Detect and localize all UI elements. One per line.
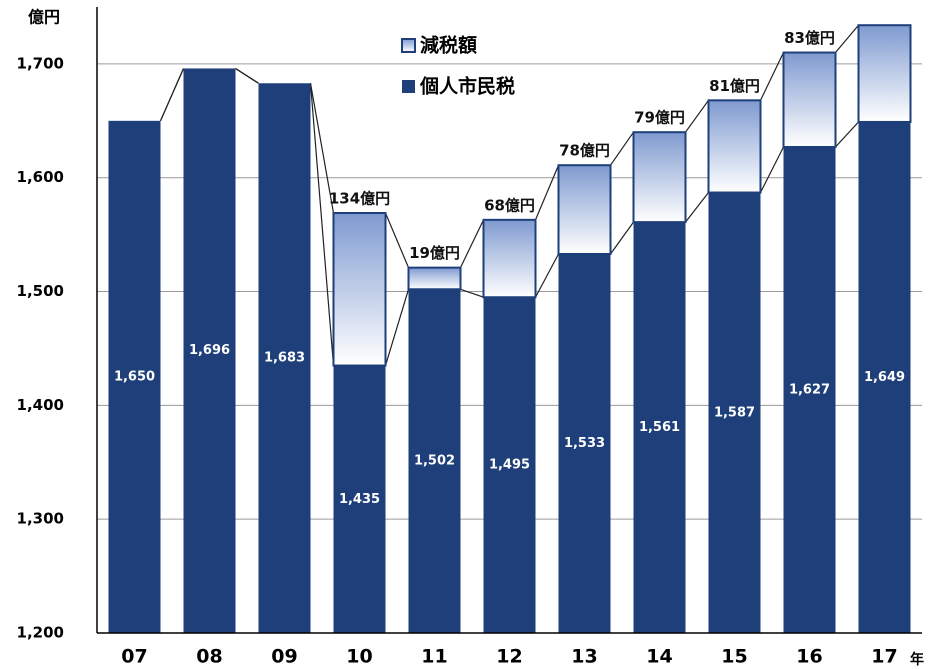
bar-segment [407,266,462,291]
connector [459,219,485,268]
bar [333,365,386,633]
bar [558,253,611,633]
data-label: 68億円 [484,196,535,214]
y-tick-label: 1,400 [17,396,64,414]
x-tick-label: 10 [346,646,372,668]
bar-segment [782,51,837,148]
legend-swatch [401,38,416,53]
data-label: 1,627 [789,382,830,397]
bar-segment [332,212,387,367]
y-tick-label: 1,600 [17,168,64,186]
data-label: 1,587 [714,405,755,420]
bar [183,68,236,634]
connector [235,67,259,84]
data-label: 1,561 [639,420,680,435]
bar [708,192,761,634]
connector [759,52,785,101]
bar [408,289,461,633]
data-label: 134億円 [329,190,390,208]
connector [159,68,185,122]
x-tick-label: 08 [196,646,222,668]
bar [858,121,911,633]
connector [835,121,859,148]
bar-segment [557,164,612,255]
x-tick-label: 09 [271,646,297,668]
x-tick-label: 14 [646,646,672,668]
bar-segment [857,24,912,123]
legend-label: 減税額 [420,34,477,57]
x-tick-label: 11 [421,646,447,668]
y-tick-label: 1,500 [17,282,64,300]
y-tick-label: 1,300 [17,510,64,528]
x-tick-label: 17 [871,646,897,668]
bar [258,83,311,633]
connector [534,164,560,221]
data-label: 1,649 [864,370,905,385]
y-tick-label: 1,200 [17,624,64,642]
x-tick-label: 16 [796,646,822,668]
bar [108,120,161,634]
connector [685,192,709,223]
legend-swatch [402,80,415,93]
data-label: 83億円 [784,29,835,47]
data-label: 1,650 [114,369,155,384]
connector [610,131,634,166]
x-tick-label: 13 [571,646,597,668]
connector [309,83,335,366]
data-label: 1,533 [564,436,605,451]
connector [610,221,634,255]
connector [835,24,859,53]
x-unit: 年 [910,651,924,668]
data-label: 78億円 [559,142,610,160]
legend-label: 個人市民税 [419,75,515,98]
data-label: 1,696 [189,343,230,358]
connector [534,253,560,298]
data-label: 79億円 [634,109,685,127]
x-tick-label: 15 [721,646,747,668]
bar [783,146,836,633]
data-label: 1,495 [489,458,530,473]
bar-segment [707,99,762,194]
connector [384,212,410,268]
connector [309,83,335,214]
y-unit: 億円 [28,8,60,27]
connector [685,99,709,133]
y-tick-label: 1,700 [17,54,64,72]
data-label: 1,435 [339,492,380,507]
connector [759,146,785,193]
data-label: 1,683 [264,351,305,366]
x-tick-label: 07 [121,646,147,668]
bar-segment [482,218,537,299]
bar [633,222,686,633]
connector [384,289,410,366]
data-label: 81億円 [709,77,760,95]
x-tick-label: 12 [496,646,522,668]
bar [483,297,536,633]
connector [460,288,484,298]
data-label: 1,502 [414,454,455,469]
data-label: 19億円 [409,244,460,262]
bar-segment [632,131,687,224]
